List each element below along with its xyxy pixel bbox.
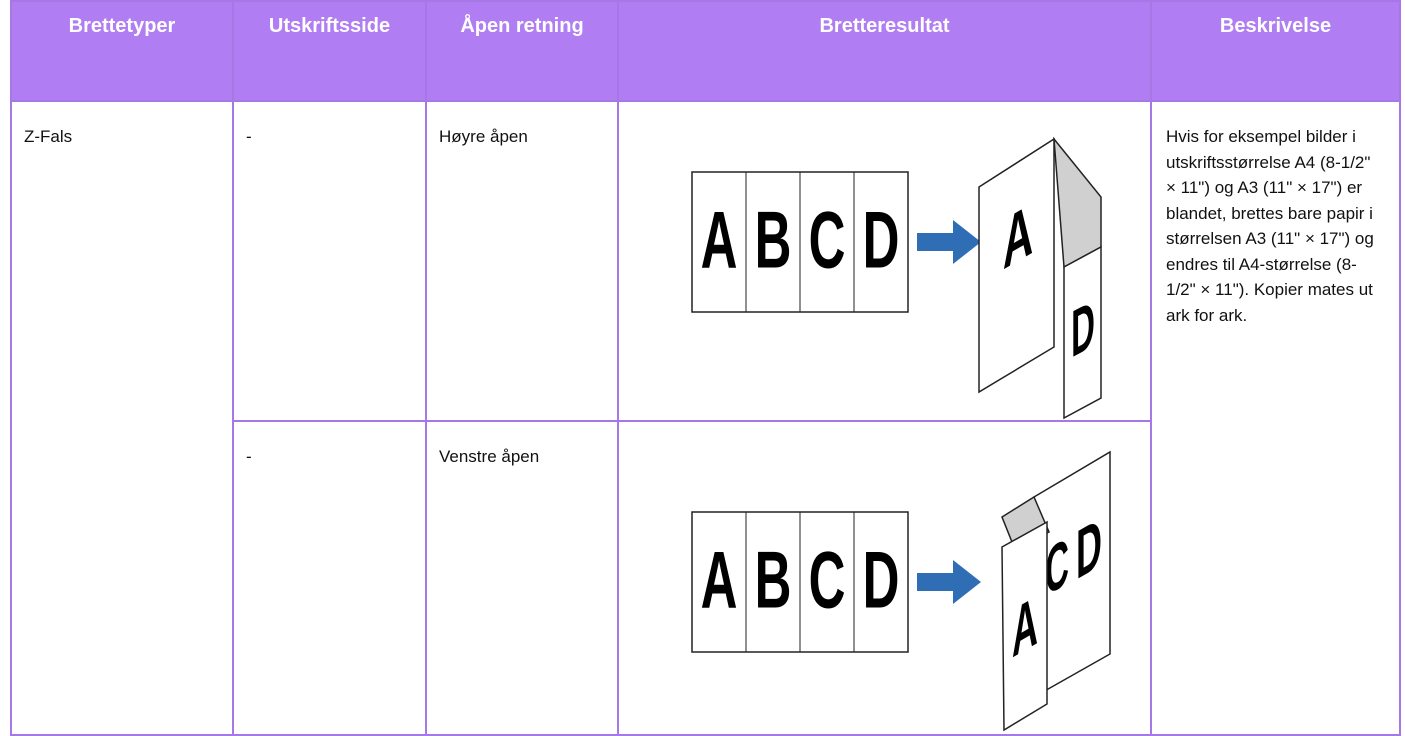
fold-illustration: A B C D C D A bbox=[691, 450, 1111, 732]
row: - Venstre åpen A B C D C D A bbox=[11, 420, 1400, 736]
panel-letter: B bbox=[755, 196, 792, 286]
description: Hvis for eksempel bilder i utskriftsstør… bbox=[1150, 100, 1401, 736]
header-cell: Utskriftsside bbox=[232, 0, 427, 102]
panel-letter: D bbox=[1071, 286, 1095, 373]
fold-type: Z-Fals bbox=[10, 100, 234, 736]
header-cell: Beskrivelse bbox=[1150, 0, 1401, 102]
open-direction: Høyre åpen bbox=[425, 100, 619, 422]
header-cell: Åpen retning bbox=[425, 0, 619, 102]
panel-letter: A bbox=[701, 536, 738, 626]
panel-letter: A bbox=[701, 196, 738, 286]
panel-letter: C bbox=[1045, 524, 1069, 611]
panel-letter: D bbox=[1076, 503, 1102, 596]
print-side: - bbox=[232, 420, 427, 736]
panel-letter: D bbox=[863, 536, 900, 626]
panel-letter: A bbox=[1012, 581, 1038, 674]
row: Z-Fals - Høyre åpen A B C D A D Hvis for… bbox=[10, 100, 1401, 736]
panel-letter: A bbox=[1003, 188, 1033, 286]
panel-letter: C bbox=[809, 536, 846, 626]
header-cell: Brettetyper bbox=[10, 0, 234, 102]
fold-illustration: A B C D A D bbox=[691, 136, 1102, 420]
result-cell: A B C D A D bbox=[617, 100, 1152, 422]
fold-table: Brettetyper Utskriftsside Åpen retning B… bbox=[10, 0, 1401, 736]
panel-letter: B bbox=[755, 536, 792, 626]
header-row: Brettetyper Utskriftsside Åpen retning B… bbox=[10, 0, 1401, 102]
open-direction: Venstre åpen bbox=[425, 420, 619, 736]
header-cell: Bretteresultat bbox=[617, 0, 1152, 102]
result-cell: A B C D C D A bbox=[617, 420, 1152, 736]
print-side: - bbox=[232, 100, 427, 422]
panel-letter: D bbox=[863, 196, 900, 286]
panel-letter: C bbox=[809, 196, 846, 286]
